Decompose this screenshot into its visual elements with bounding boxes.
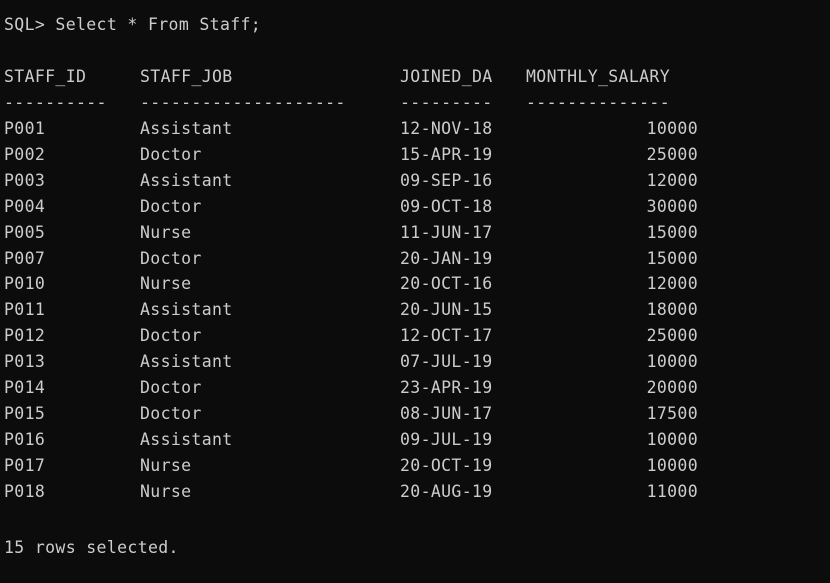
cell-staff-job: Doctor	[140, 248, 202, 268]
cell-monthly-salary: 25000	[646, 144, 698, 164]
cell-staff-job: Nurse	[140, 222, 192, 242]
cell-staff-job: Assistant	[140, 119, 233, 138]
cell-joined-date: 20-JAN-19	[400, 248, 493, 268]
cell-monthly-salary: 10000	[646, 455, 698, 475]
cell-joined-date: 09-SEP-16	[400, 170, 493, 190]
cell-monthly-salary: 20000	[646, 378, 698, 397]
cell-monthly-salary: 11000	[646, 481, 698, 501]
cell-joined-date: 12-NOV-18	[400, 119, 493, 138]
cell-staff-id: P016	[4, 429, 46, 449]
cell-joined-date: 07-JUL-19	[400, 352, 493, 372]
cell-monthly-salary: 25000	[646, 326, 698, 346]
cell-staff-job: Assistant	[140, 170, 233, 190]
cell-staff-id: P012	[4, 326, 46, 346]
cell-monthly-salary: 10000	[646, 119, 698, 138]
cell-joined-date: 15-APR-19	[400, 144, 493, 164]
cell-joined-date: 09-JUL-19	[400, 429, 493, 449]
cell-monthly-salary: 12000	[646, 274, 698, 294]
table-header-row: STAFF_ID STAFF_JOB JOINED_DA MONTHLY_SAL…	[4, 64, 670, 90]
cell-monthly-salary: 15000	[646, 222, 698, 242]
cell-joined-date: 20-AUG-19	[400, 481, 493, 501]
cell-joined-date: 09-OCT-18	[400, 196, 493, 216]
cell-staff-id: P018	[4, 481, 46, 501]
cell-staff-id: P015	[4, 403, 46, 423]
cell-staff-job: Doctor	[140, 326, 202, 346]
cell-joined-date: 20-JUN-15	[400, 300, 493, 320]
cell-monthly-salary: 17500	[646, 403, 698, 423]
cell-joined-date: 23-APR-19	[400, 378, 493, 397]
cell-staff-job: Assistant	[140, 352, 233, 372]
separator-monthly-salary: --------------	[526, 93, 670, 112]
sql-prompt-line: SQL> Select * From Staff;	[4, 15, 262, 34]
cell-staff-job: Nurse	[140, 274, 192, 294]
separator-joined-date: ---------	[400, 93, 493, 112]
separator-staff-id: ----------	[4, 93, 107, 112]
header-joined-date: JOINED_DA	[400, 67, 493, 86]
cell-monthly-salary: 10000	[646, 429, 698, 449]
cell-staff-id: P010	[4, 274, 46, 294]
cell-staff-id: P003	[4, 170, 46, 190]
cell-staff-id: P005	[4, 222, 46, 242]
header-monthly-salary: MONTHLY_SALARY	[526, 67, 670, 86]
separator-staff-job: --------------------	[140, 93, 346, 112]
cell-monthly-salary: 18000	[646, 300, 698, 320]
cell-monthly-salary: 12000	[646, 170, 698, 190]
table-separator-row: ---------- -------------------- --------…	[4, 90, 670, 116]
cell-staff-id: P013	[4, 352, 46, 372]
cell-staff-id: P017	[4, 455, 46, 475]
cell-staff-job: Doctor	[140, 378, 202, 397]
cell-staff-job: Doctor	[140, 403, 202, 423]
cell-staff-id: P007	[4, 248, 46, 268]
cell-staff-job: Doctor	[140, 144, 202, 164]
cell-joined-date: 11-JUN-17	[400, 222, 493, 242]
cell-monthly-salary: 15000	[646, 248, 698, 268]
cell-staff-job: Nurse	[140, 455, 192, 475]
cell-staff-id: P004	[4, 196, 46, 216]
cell-joined-date: 12-OCT-17	[400, 326, 493, 346]
rows-selected-message: 15 rows selected.	[4, 538, 179, 557]
cell-staff-job: Nurse	[140, 481, 192, 501]
cell-staff-id: P011	[4, 300, 46, 320]
header-staff-id: STAFF_ID	[4, 67, 87, 86]
header-staff-job: STAFF_JOB	[140, 67, 233, 86]
cell-staff-job: Assistant	[140, 429, 233, 449]
cell-staff-id: P002	[4, 144, 46, 164]
cell-joined-date: 20-OCT-19	[400, 455, 493, 475]
cell-staff-id: P014	[4, 378, 46, 397]
cell-joined-date: 20-OCT-16	[400, 274, 493, 294]
cell-monthly-salary: 30000	[646, 196, 698, 216]
cell-staff-id: P001	[4, 119, 46, 138]
cell-staff-job: Doctor	[140, 196, 202, 216]
cell-monthly-salary: 10000	[646, 352, 698, 372]
cell-staff-job: Assistant	[140, 300, 233, 320]
cell-joined-date: 08-JUN-17	[400, 403, 493, 423]
